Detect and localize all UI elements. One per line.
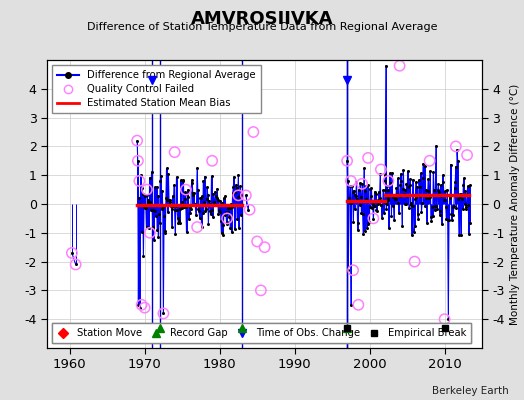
Legend: Station Move, Record Gap, Time of Obs. Change, Empirical Break: Station Move, Record Gap, Time of Obs. C…: [52, 323, 472, 343]
Point: [135, 178, 144, 184]
Point: [133, 138, 141, 144]
Point: [193, 224, 201, 230]
Text: Difference of Station Temperature Data from Regional Average: Difference of Station Temperature Data f…: [87, 22, 437, 32]
Text: Berkeley Earth: Berkeley Earth: [432, 386, 508, 396]
Point: [384, 178, 392, 184]
Y-axis label: Monthly Temperature Anomaly Difference (°C): Monthly Temperature Anomaly Difference (…: [510, 83, 520, 325]
Point: [343, 158, 351, 164]
Point: [396, 62, 404, 69]
Point: [364, 155, 372, 161]
Point: [260, 244, 269, 250]
Point: [234, 192, 243, 198]
Point: [425, 158, 434, 164]
Point: [242, 192, 250, 198]
Point: [257, 287, 265, 294]
Point: [223, 215, 231, 222]
Point: [71, 261, 80, 268]
Point: [463, 152, 471, 158]
Point: [140, 304, 149, 311]
Point: [137, 302, 146, 308]
Point: [440, 316, 449, 322]
Point: [143, 186, 151, 193]
Point: [249, 129, 258, 135]
Point: [452, 143, 460, 150]
Point: [377, 166, 385, 173]
Point: [358, 181, 366, 187]
Point: [146, 230, 154, 236]
Point: [182, 186, 190, 193]
Point: [253, 238, 261, 245]
Point: [354, 302, 363, 308]
Point: [347, 178, 355, 184]
Point: [159, 310, 168, 317]
Point: [245, 206, 254, 213]
Point: [369, 215, 378, 222]
Text: AMVROSIIVKA: AMVROSIIVKA: [191, 10, 333, 28]
Point: [68, 250, 76, 256]
Point: [208, 158, 216, 164]
Point: [349, 267, 357, 274]
Point: [410, 258, 419, 265]
Point: [134, 158, 142, 164]
Point: [170, 149, 179, 155]
